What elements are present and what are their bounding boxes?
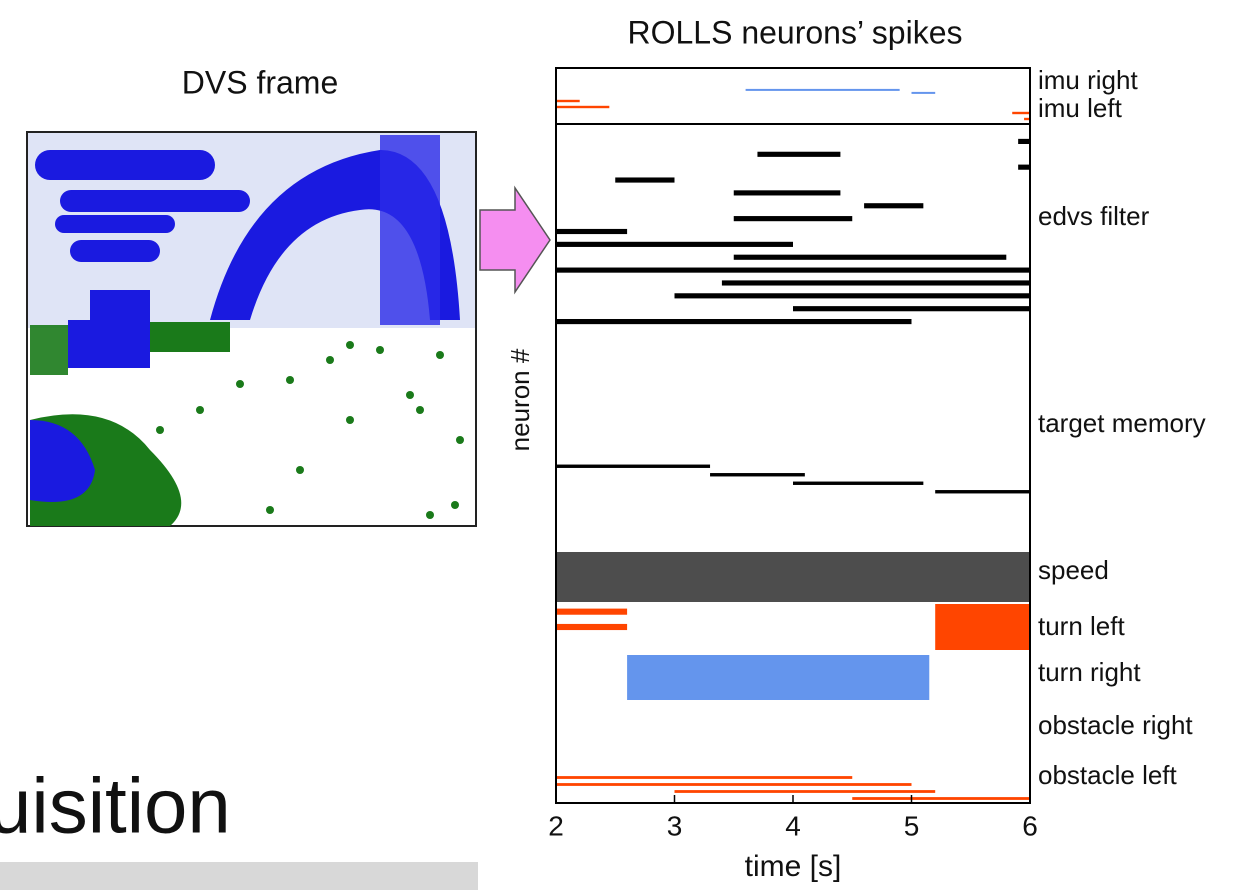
spike-train: [556, 268, 1030, 273]
x-tick-label: 4: [785, 810, 801, 841]
x-axis-label: time [s]: [745, 850, 842, 883]
spike-train: [556, 783, 912, 786]
slide: DVS frame uisition ROLLS neurons’ spikes…: [0, 0, 1257, 890]
spike-train: [722, 280, 1030, 285]
dvs-title: DVS frame: [182, 64, 338, 100]
chart-title: ROLLS neurons’ spikes: [628, 14, 963, 50]
spike-train: [852, 797, 1030, 800]
spike-train: [556, 552, 1030, 602]
spike-train: [734, 190, 841, 195]
y-axis-label: neuron #: [505, 348, 535, 451]
group-label: speed: [1038, 555, 1109, 585]
spike-train: [935, 604, 1030, 650]
slide-canvas: DVS frame uisition ROLLS neurons’ spikes…: [0, 0, 1257, 890]
x-tick-label: 5: [904, 810, 920, 841]
spike-train: [734, 216, 853, 221]
spike-train: [556, 609, 627, 615]
dvs-image: [27, 132, 476, 526]
spike-train: [556, 242, 793, 247]
spike-train: [675, 293, 1031, 298]
spike-train: [556, 229, 627, 234]
spike-train: [556, 776, 852, 779]
group-label: imu right: [1038, 65, 1138, 95]
spike-train: [556, 319, 912, 324]
spike-train: [556, 624, 627, 630]
spike-train: [757, 152, 840, 157]
spike-train: [556, 106, 609, 108]
group-label: imu left: [1038, 93, 1123, 123]
spike-train: [615, 177, 674, 182]
arrow: [480, 188, 550, 292]
spike-train: [746, 89, 900, 91]
spike-train: [912, 92, 936, 94]
slide-heading: uisition: [0, 762, 231, 850]
x-tick-label: 6: [1022, 810, 1038, 841]
spike-train: [675, 790, 936, 793]
spike-train: [627, 655, 929, 700]
slide-image-strip: [0, 862, 478, 890]
spike-train: [1012, 112, 1030, 114]
spike-train: [710, 473, 805, 476]
group-label: target memory: [1038, 408, 1206, 438]
spike-train: [935, 490, 1030, 493]
spike-train: [1018, 165, 1030, 170]
spike-train: [556, 465, 710, 468]
group-label: obstacle right: [1038, 710, 1193, 740]
spike-train: [793, 482, 923, 485]
x-tick-label: 2: [548, 810, 564, 841]
group-label: obstacle left: [1038, 760, 1178, 790]
group-label: turn left: [1038, 611, 1125, 641]
group-label: edvs filter: [1038, 201, 1150, 231]
spike-train: [793, 306, 1030, 311]
spike-train: [556, 100, 580, 102]
spike-train: [1018, 139, 1030, 144]
spike-train: [864, 203, 923, 208]
group-label: turn right: [1038, 657, 1141, 687]
spike-train: [734, 255, 1007, 260]
x-tick-label: 3: [667, 810, 683, 841]
